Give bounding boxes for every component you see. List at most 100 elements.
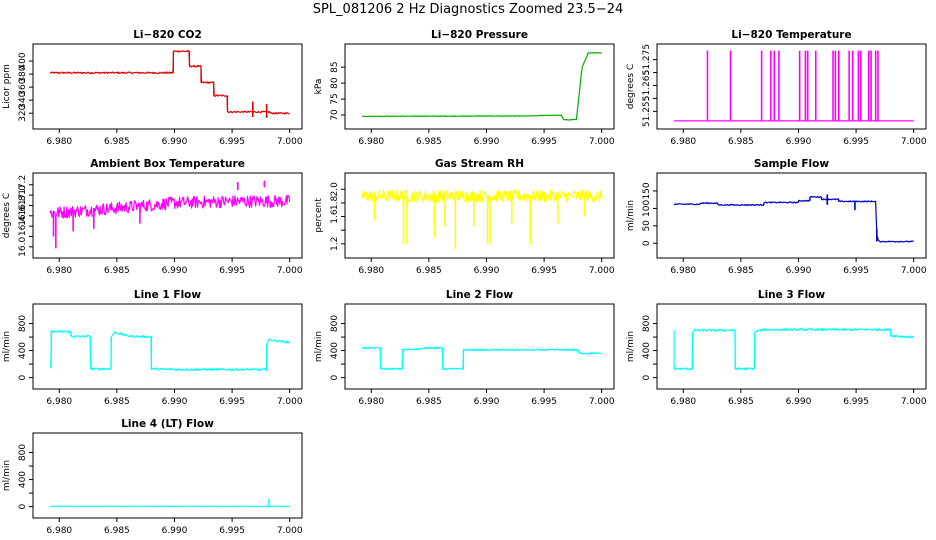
x-tick-label: 6.995 — [843, 137, 869, 147]
x-tick-label: 6.985 — [728, 137, 754, 147]
x-tick-label: 6.985 — [728, 397, 754, 407]
panel-8: Line 2 Flow ml/min 6.980 6.985 6.990 6.995 7.0… — [314, 289, 615, 407]
x-tick-label: 6.980 — [670, 266, 696, 276]
panel-title: Ambient Box Temperature — [90, 158, 245, 170]
x-tick-label: 6.980 — [46, 526, 72, 536]
y-axis-label: kPa — [314, 79, 324, 95]
panel-title: Line 1 Flow — [134, 289, 201, 301]
x-tick-label: 6.995 — [843, 266, 869, 276]
y-tick-label: 380 — [18, 65, 28, 82]
panel-4: Ambient Box Temperature degrees C 6.980 6.9… — [2, 158, 303, 276]
x-tick-label: 6.990 — [474, 397, 500, 407]
y-tick-label: 800 — [18, 315, 28, 332]
y-tick-label: 400 — [18, 342, 28, 359]
x-tick-label: 6.995 — [531, 397, 557, 407]
x-tick-label: 6.990 — [786, 137, 812, 147]
y-tick-label: 0 — [330, 374, 340, 380]
panel-6: Sample Flow ml/min 6.980 6.985 6.990 6.995 7.0… — [626, 158, 927, 276]
x-tick-label: 6.995 — [531, 137, 557, 147]
panel-1: Li−820 CO2 Licor ppm 6.980 6.985 6.990 6.995 7… — [2, 29, 303, 147]
panel-title: Sample Flow — [754, 158, 829, 170]
x-tick-label: 6.995 — [219, 266, 245, 276]
x-tick-label: 6.990 — [786, 397, 812, 407]
y-tick-label: 17.2 — [18, 175, 28, 195]
y-tick-label: 16.6 — [18, 206, 28, 226]
panel-7: Line 1 Flow ml/min 6.980 6.985 6.990 6.995 7.0… — [2, 289, 303, 407]
panel-10: Line 4 (LT) Flow ml/min 6.980 6.985 6.990 6.9… — [2, 418, 303, 536]
y-tick-label: 340 — [18, 91, 28, 108]
series-line — [673, 328, 915, 371]
y-tick-label: 0 — [18, 374, 28, 380]
x-tick-label: 6.990 — [474, 137, 500, 147]
series-line — [361, 189, 603, 203]
y-tick-label: 80 — [330, 77, 340, 89]
x-tick-label: 6.995 — [531, 266, 557, 276]
x-tick-label: 7.000 — [277, 266, 303, 276]
plot-frame — [344, 172, 615, 259]
y-tick-label: 1.8 — [330, 195, 340, 210]
y-axis-label: degrees C — [2, 193, 12, 238]
x-tick-label: 6.980 — [358, 266, 384, 276]
x-tick-label: 6.980 — [670, 137, 696, 147]
plot-frame — [656, 303, 927, 390]
y-tick-label: 70 — [330, 109, 340, 121]
y-tick-label: 0 — [18, 503, 28, 509]
x-tick-label: 6.985 — [416, 266, 442, 276]
series-line — [362, 51, 602, 121]
panel-title: Line 2 Flow — [446, 289, 513, 301]
page-title: SPL_081206 2 Hz Diagnostics Zoomed 23.5−… — [312, 2, 624, 17]
panel-title: Li−820 Temperature — [731, 29, 851, 41]
series-line — [49, 49, 290, 115]
plot-frame — [32, 432, 303, 519]
series-line — [49, 194, 291, 219]
plot-frame — [344, 43, 615, 130]
panel-9: Line 3 Flow ml/min 6.980 6.985 6.990 6.995 7.0… — [626, 289, 927, 407]
x-tick-label: 6.985 — [104, 137, 130, 147]
plot-frame — [656, 172, 927, 259]
y-tick-label: 1.6 — [330, 209, 340, 224]
y-tick-label: 400 — [18, 471, 28, 488]
x-tick-label: 6.980 — [46, 137, 72, 147]
x-tick-label: 6.980 — [46, 397, 72, 407]
series-line — [49, 330, 291, 372]
x-tick-label: 7.000 — [277, 397, 303, 407]
y-axis-label: ml/min — [626, 331, 636, 362]
y-tick-label: 400 — [330, 342, 340, 359]
y-tick-label: 16.8 — [18, 195, 28, 215]
x-tick-label: 7.000 — [589, 266, 615, 276]
y-axis-label: ml/min — [626, 200, 636, 231]
y-axis-label: degrees C — [626, 64, 636, 109]
x-tick-label: 6.990 — [162, 526, 188, 536]
series-line — [673, 195, 914, 243]
y-tick-label: 800 — [18, 444, 28, 461]
y-axis-label: ml/min — [2, 460, 12, 491]
x-tick-label: 6.990 — [474, 266, 500, 276]
x-tick-label: 6.985 — [728, 266, 754, 276]
x-tick-label: 6.990 — [162, 137, 188, 147]
y-tick-label: 0 — [642, 240, 652, 246]
x-tick-label: 7.000 — [901, 397, 927, 407]
plot-frame — [32, 303, 303, 390]
panel-title: Line 3 Flow — [758, 289, 825, 301]
x-tick-label: 7.000 — [901, 266, 927, 276]
y-axis-label: percent — [314, 198, 324, 233]
x-tick-label: 6.995 — [219, 397, 245, 407]
x-tick-label: 6.980 — [670, 397, 696, 407]
y-tick-label: 51.275 — [642, 44, 652, 76]
plot-frame — [344, 303, 615, 390]
y-tick-label: 51.255 — [642, 96, 652, 128]
x-tick-label: 7.000 — [589, 397, 615, 407]
x-tick-label: 6.985 — [416, 137, 442, 147]
x-tick-label: 6.995 — [219, 137, 245, 147]
x-tick-label: 6.985 — [416, 397, 442, 407]
y-tick-label: 800 — [642, 315, 652, 332]
panel-title: Li−820 Pressure — [431, 29, 528, 41]
panel-2: Li−820 Pressure kPa 6.980 6.985 6.990 6.995 7.… — [314, 29, 615, 147]
series-line — [362, 346, 602, 371]
x-tick-label: 6.980 — [46, 266, 72, 276]
panel-title: Li−820 CO2 — [133, 29, 202, 41]
y-tick-label: 2.0 — [330, 182, 340, 197]
y-tick-label: 150 — [642, 182, 652, 199]
panel-5: Gas Stream RH percent 6.980 6.985 6.990 6.995… — [314, 158, 615, 276]
